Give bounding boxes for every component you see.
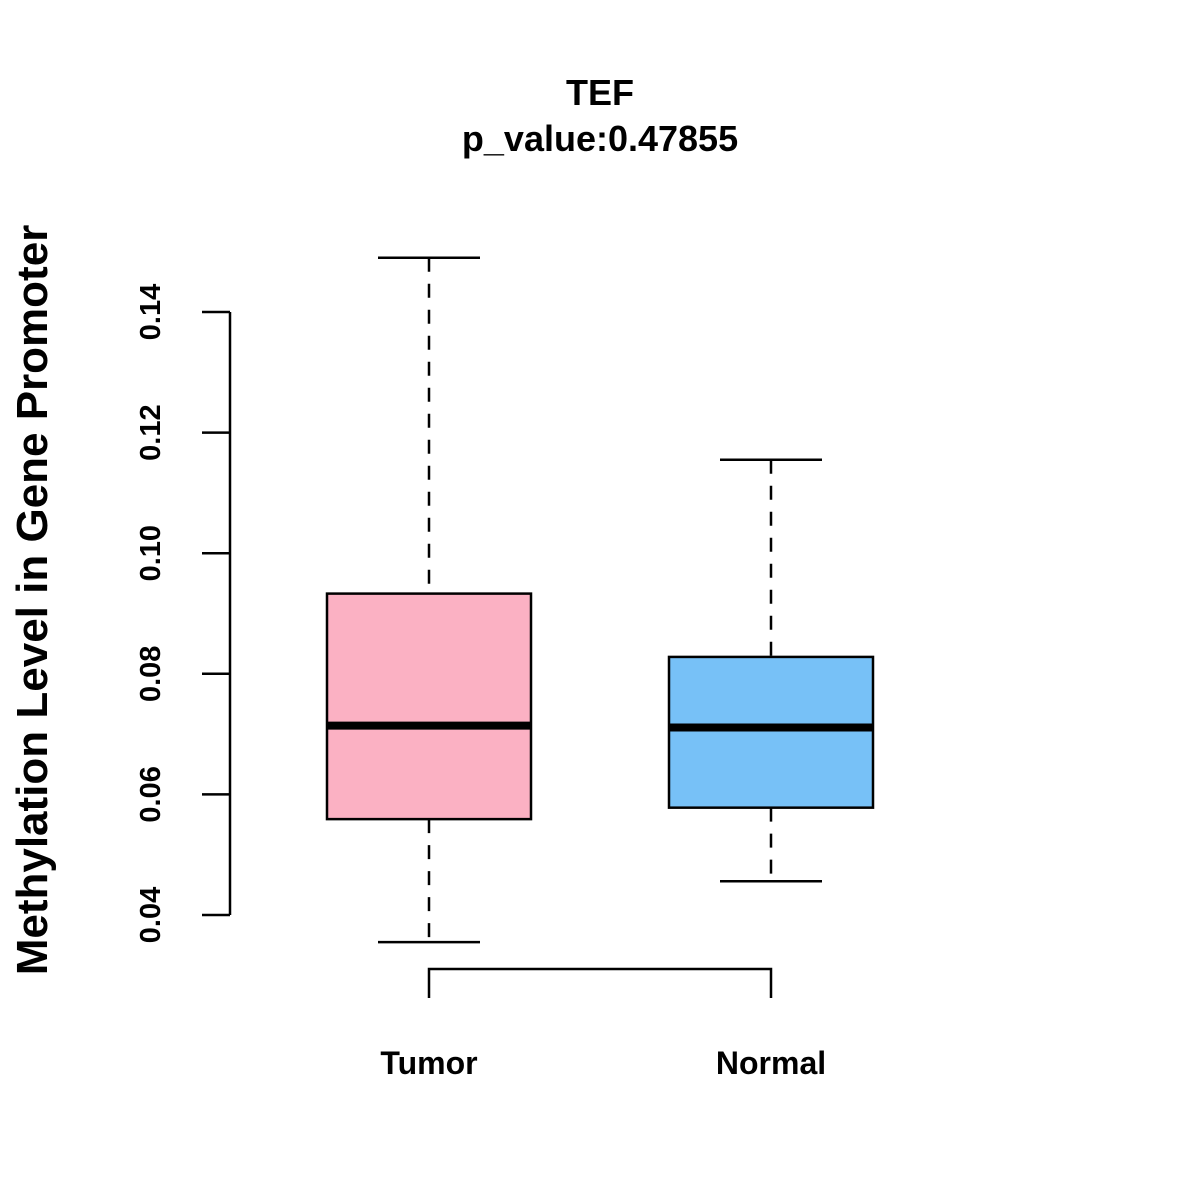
y-tick-label: 0.06: [135, 766, 167, 822]
box-group: [325, 256, 875, 944]
iqr-box: [325, 592, 533, 821]
x-tick-labels: Tumor Normal: [380, 1045, 826, 1081]
y-tick-label: 0.12: [135, 404, 167, 460]
x-tick-label: Normal: [716, 1045, 826, 1081]
box-tumor: [325, 256, 533, 944]
chart-title: TEF: [566, 72, 634, 113]
y-axis: 0.04 0.06 0.08 0.10 0.12 0.14: [135, 284, 232, 943]
x-tick-label: Tumor: [380, 1045, 477, 1081]
box-normal: [667, 458, 875, 883]
comparison-bracket: [427, 967, 773, 998]
comparison-bracket-line: [427, 967, 773, 998]
y-tick-label: 0.08: [135, 646, 167, 702]
iqr-box: [667, 655, 875, 809]
y-tick-label: 0.04: [135, 887, 167, 943]
chart-subtitle: p_value:0.47855: [462, 118, 738, 159]
y-tick-label: 0.10: [135, 525, 167, 581]
y-tick-label: 0.14: [135, 284, 167, 340]
y-axis-label: Methylation Level in Gene Promoter: [8, 225, 57, 976]
